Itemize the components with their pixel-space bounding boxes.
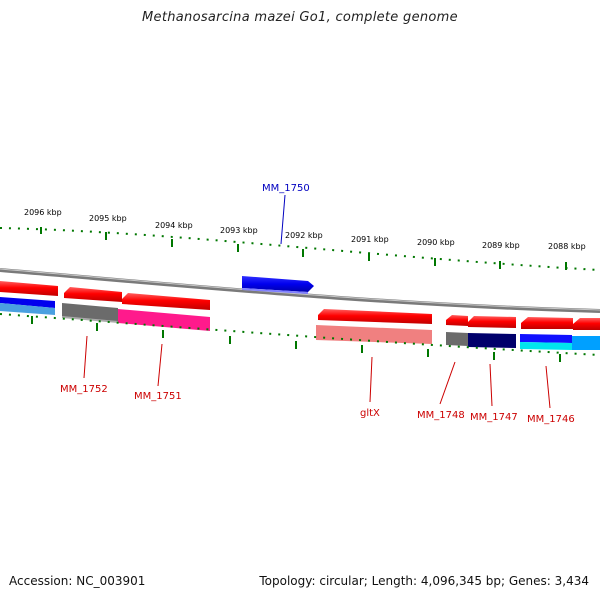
scale-label: 2088 kbp (548, 242, 586, 251)
outer-scale-ring (0, 227, 600, 271)
accession-label: Accession: NC_003901 (9, 574, 146, 588)
forward-leader-line (280, 194, 286, 245)
scale-label: 2096 kbp (24, 208, 62, 217)
gene-MM_1752-arrow[interactable] (64, 287, 122, 302)
gene-label-MM_1751[interactable]: MM_1751 (134, 391, 182, 402)
gene-arrow[interactable] (573, 318, 600, 330)
map-title: Methanosarcina mazei Go1, complete genom… (142, 10, 458, 25)
reverse-gene-track (0, 281, 600, 330)
scale-label: 2090 kbp (417, 238, 455, 247)
topology-label: Topology: circular; Length: 4,096,345 bp… (259, 574, 589, 588)
gene-label-MM_1752[interactable]: MM_1752 (60, 384, 108, 395)
gene-MM_1750-arrow[interactable] (242, 276, 314, 292)
scale-label: 2095 kbp (89, 214, 127, 223)
genome-backbone (0, 268, 600, 313)
gene-label-MM_1746[interactable]: MM_1746 (527, 414, 575, 425)
scale-label: 2094 kbp (155, 221, 193, 230)
scale-labels: 2096 kbp 2095 kbp 2094 kbp 2093 kbp 2092… (24, 208, 586, 251)
gene-gltX-arrow[interactable] (318, 309, 432, 324)
scale-label: 2092 kbp (285, 231, 323, 240)
gene-MM_1748-arrow[interactable] (446, 315, 468, 326)
annotation-band (0, 297, 600, 350)
scale-label: 2089 kbp (482, 241, 520, 250)
gene-label-gltX[interactable]: gltX (360, 408, 380, 419)
gene-MM_1747-arrow[interactable] (468, 316, 516, 328)
gene-label-MM_1747[interactable]: MM_1747 (470, 412, 518, 423)
reverse-leader-lines (83, 335, 551, 409)
gene-label-MM_1750[interactable]: MM_1750 (262, 183, 310, 194)
gene-arrow[interactable] (0, 281, 58, 296)
gene-MM_1746-arrow[interactable] (521, 317, 573, 329)
gene-MM_1751-arrow[interactable] (122, 293, 210, 310)
scale-label: 2091 kbp (351, 235, 389, 244)
inner-scale-ring (0, 313, 600, 362)
scale-label: 2093 kbp (220, 226, 258, 235)
gene-label-MM_1748[interactable]: MM_1748 (417, 410, 465, 421)
